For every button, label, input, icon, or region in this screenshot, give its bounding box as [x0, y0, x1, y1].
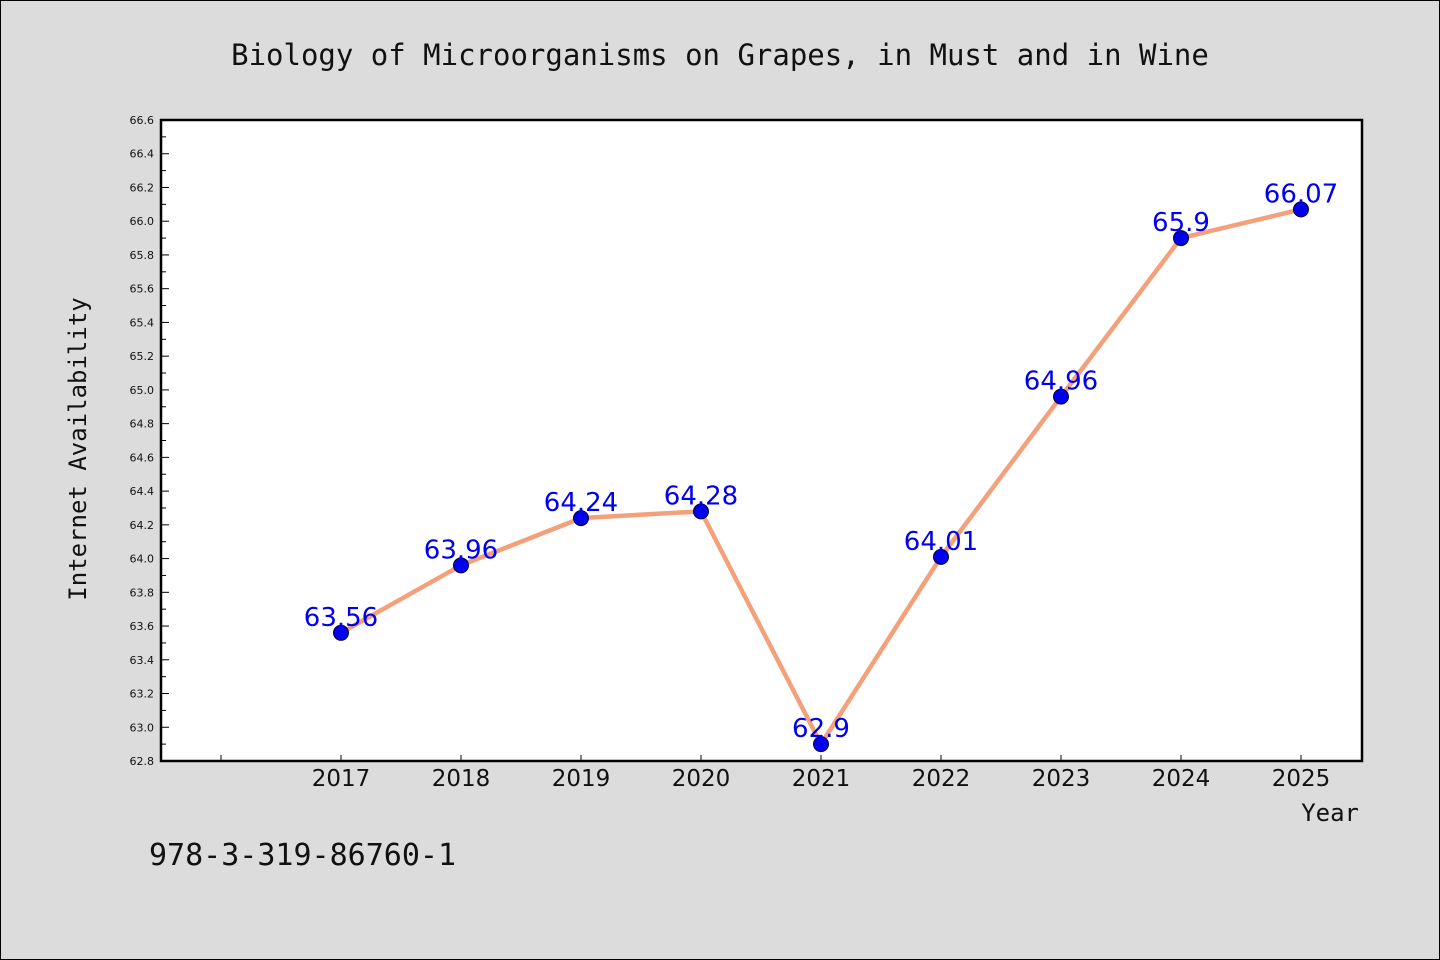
y-tick-label: 65.8	[130, 249, 155, 262]
data-point	[453, 557, 469, 574]
footer-isbn: 978-3-319-86760-1	[149, 838, 456, 873]
data-label: 63.56	[304, 603, 378, 633]
data-point	[933, 548, 949, 565]
data-label: 63.96	[424, 535, 498, 565]
data-label: 64.24	[544, 488, 618, 518]
x-tick-label: 2018	[432, 766, 491, 792]
y-tick-label: 64.2	[130, 519, 155, 532]
y-tick-label: 66.2	[130, 181, 155, 194]
data-point	[1053, 388, 1069, 405]
data-label: 66.07	[1264, 179, 1338, 209]
y-tick-label: 64.8	[130, 418, 155, 431]
x-tick-label: 2021	[792, 766, 851, 792]
data-label: 65.9	[1152, 208, 1210, 238]
x-axis-title: Year	[1301, 799, 1359, 827]
data-point	[1293, 201, 1309, 218]
y-tick-label: 66.0	[130, 215, 155, 228]
x-tick-label: 2023	[1032, 766, 1091, 792]
x-tick-label: 2017	[312, 766, 371, 792]
data-label: 64.01	[904, 527, 978, 557]
y-tick-label: 63.6	[130, 620, 155, 633]
x-tick-label: 2024	[1152, 766, 1211, 792]
y-tick-label: 63.0	[130, 721, 155, 734]
y-tick-label: 64.6	[130, 451, 155, 464]
chart-title: Biology of Microorganisms on Grapes, in …	[231, 38, 1209, 72]
y-tick-label: 65.2	[130, 350, 155, 363]
x-axis-ticks: 2017 2018 2019 2020 2021 2022 2023 2024 2025	[220, 755, 1331, 792]
data-point	[333, 624, 349, 641]
y-tick-label: 63.2	[130, 688, 155, 701]
y-tick-label: 64.0	[130, 553, 155, 566]
y-tick-label: 66.4	[130, 148, 155, 161]
data-label: 62.9	[792, 714, 850, 744]
data-point	[1173, 230, 1189, 247]
y-tick-label: 66.6	[130, 114, 155, 127]
y-tick-label: 63.4	[130, 654, 155, 667]
y-tick-label: 65.6	[130, 283, 155, 296]
data-labels: 63.56 63.96 64.24 64.28 62.9 64.01 64.96 65.9 66…	[304, 179, 1338, 744]
y-tick-label: 65.4	[130, 316, 155, 329]
data-point	[693, 503, 709, 520]
y-tick-label: 65.0	[130, 384, 155, 397]
y-tick-label: 62.8	[130, 755, 155, 768]
data-point	[573, 510, 589, 527]
data-label: 64.28	[664, 481, 738, 511]
x-tick-label: 2019	[552, 766, 611, 792]
data-markers	[333, 201, 1309, 753]
y-tick-label: 64.4	[130, 485, 155, 498]
x-tick-label: 2022	[912, 766, 971, 792]
y-tick-label: 63.8	[130, 586, 155, 599]
x-tick-label: 2025	[1272, 766, 1331, 792]
y-axis-title: Internet Availability	[64, 297, 92, 600]
data-point	[813, 736, 829, 753]
x-tick-label: 2020	[672, 766, 731, 792]
y-axis-ticks: 62.8 63.0 63.2 63.4 63.6 63.8 64.0 64.2 64.4 64.6…	[130, 114, 169, 768]
plot-area	[159, 118, 1364, 763]
data-label: 64.96	[1024, 367, 1098, 397]
